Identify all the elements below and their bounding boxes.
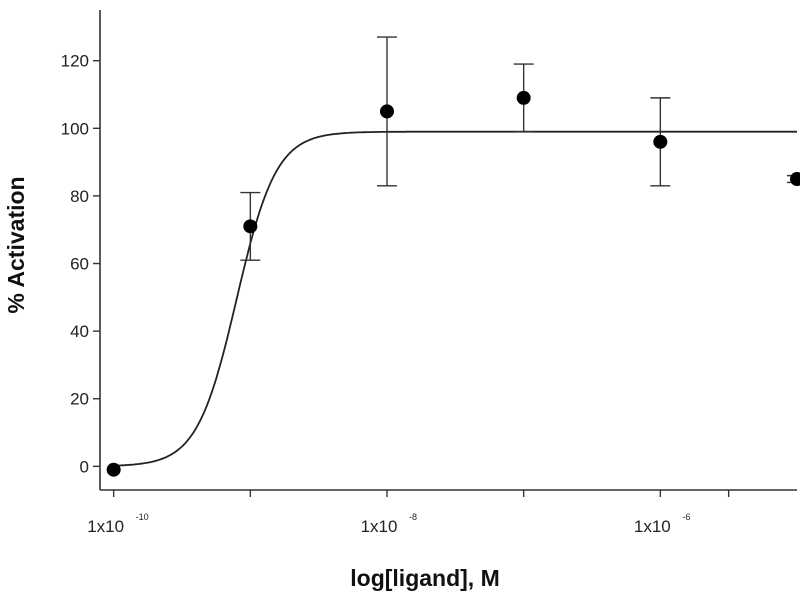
data-point [790,172,800,187]
data-point [516,90,531,105]
fit-curve [113,130,797,467]
chart-axes [93,10,797,497]
x-axis-title: log[ligand], M [350,565,499,591]
y-tick-label: 80 [70,187,89,206]
y-tick-label: 0 [80,457,89,476]
x-tick-label: 1x10 [361,517,398,536]
fit-curve-layer [113,130,797,467]
tick-labels-layer: 0 20 40 60 80 100 120 1x10 -10 1x10 -8 1x10 -6 [61,52,691,536]
data-points-layer [106,36,800,477]
data-point [380,104,394,119]
x-tick-exponent: -6 [682,512,690,522]
x-tick-label: 1x10 [87,517,124,536]
data-point [243,219,258,234]
y-tick-label: 20 [70,390,89,409]
y-axis-title: % Activation [3,176,29,313]
y-tick-label: 120 [61,52,89,71]
x-tick-exponent: -10 [136,512,149,522]
x-tick-exponent: -8 [409,512,417,522]
data-point [653,134,668,149]
data-point [106,462,121,477]
y-tick-label: 40 [70,322,89,341]
x-tick-label: 1x10 [634,517,671,536]
y-tick-label: 100 [61,119,89,138]
y-tick-label: 60 [70,255,89,274]
